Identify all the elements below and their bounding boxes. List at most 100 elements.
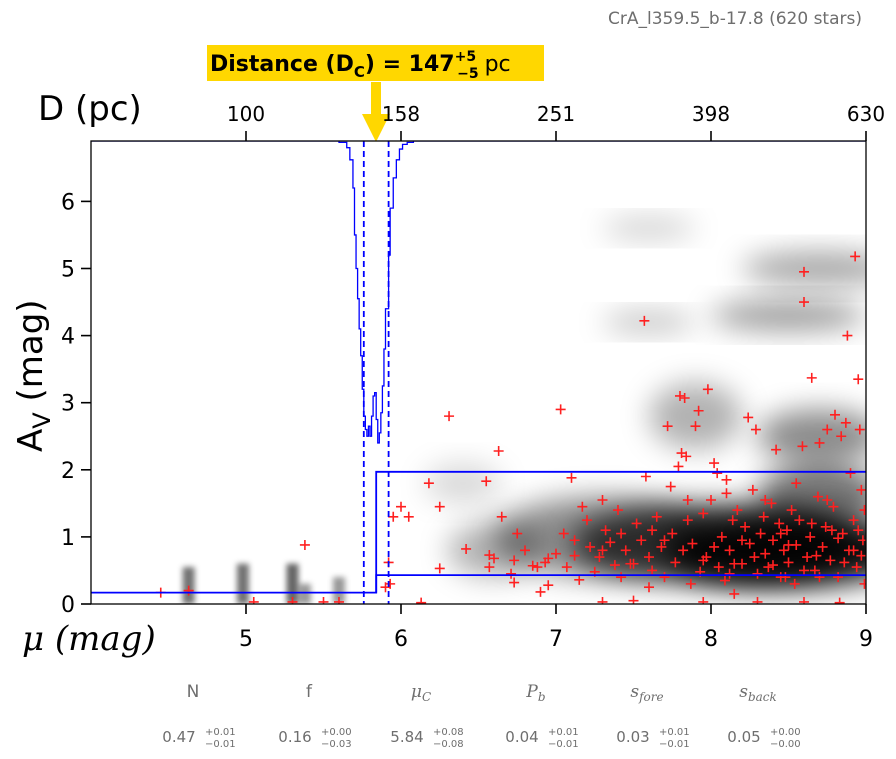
star-marker-16 — [444, 411, 455, 422]
star-marker-107 — [774, 518, 785, 529]
star-marker-179 — [532, 562, 543, 573]
star-marker-164 — [597, 545, 608, 556]
param-lower-error-4: −0.01 — [659, 739, 690, 750]
star-marker-19 — [484, 562, 495, 573]
star-marker-112 — [786, 505, 797, 516]
star-marker-116 — [797, 441, 808, 452]
param-value-4: 0.03 — [616, 728, 649, 746]
star-marker-57 — [640, 471, 651, 482]
star-marker-55 — [636, 535, 647, 546]
star-marker-137 — [845, 468, 856, 479]
star-marker-174 — [709, 541, 720, 552]
star-marker-71 — [679, 392, 690, 403]
star-marker-3 — [248, 596, 259, 604]
star-marker-81 — [702, 384, 713, 395]
star-marker-110 — [781, 525, 792, 536]
top-tick-label-251: 251 — [537, 102, 575, 126]
star-marker-155 — [768, 560, 778, 571]
star-marker-181 — [729, 558, 740, 569]
foreground-stripe-0 — [182, 567, 195, 604]
banner-sup: +5 — [455, 49, 476, 65]
param-value-1: 0.16 — [278, 728, 311, 746]
foreground-density-stripes — [182, 563, 345, 604]
star-marker-15 — [434, 501, 445, 512]
star-marker-46 — [600, 525, 611, 536]
star-marker-36 — [561, 562, 572, 573]
star-marker-183 — [806, 518, 817, 529]
param-name-2: μC — [411, 682, 431, 704]
x-tick-label-6: 6 — [394, 627, 408, 652]
star-marker-35 — [558, 528, 569, 539]
top-tick-label-398: 398 — [692, 102, 730, 126]
y-tick-label-5: 5 — [61, 257, 75, 282]
x-tick-label-5: 5 — [239, 627, 253, 652]
y-tick-label-0: 0 — [61, 593, 75, 618]
star-marker-149 — [752, 596, 763, 604]
star-marker-124 — [814, 437, 825, 448]
star-marker-99 — [752, 568, 763, 579]
density-blob-6 — [742, 251, 866, 286]
param-name-5: sback — [739, 682, 777, 704]
star-marker-165 — [721, 474, 732, 485]
star-marker-97 — [747, 484, 758, 495]
star-marker-2 — [299, 539, 310, 550]
star-marker-140 — [851, 562, 862, 573]
star-marker-156 — [811, 550, 822, 561]
star-marker-123 — [812, 491, 823, 502]
star-marker-178 — [569, 535, 580, 546]
density-blob-8 — [602, 312, 696, 333]
star-marker-50 — [616, 572, 627, 583]
star-marker-49 — [613, 505, 623, 516]
axes: 5 6 7 8 9 0 1 2 3 4 5 6 100 158 251 398 630 — [61, 102, 885, 652]
star-marker-128 — [825, 555, 836, 566]
star-marker-5 — [318, 596, 329, 604]
distance-banner: Distance (DC) = 147+5 −5 pc — [207, 45, 544, 142]
y-tick-label-3: 3 — [61, 392, 75, 417]
top-tick-label-158: 158 — [382, 102, 420, 126]
star-marker-68 — [675, 390, 685, 401]
param-lower-error-5: −0.00 — [770, 739, 801, 750]
star-marker-70 — [678, 545, 689, 556]
star-marker-143 — [856, 484, 866, 495]
y-axis-label-unit: (mag) — [11, 299, 51, 412]
star-marker-120 — [805, 531, 816, 542]
density-blob-5 — [711, 300, 866, 331]
star-marker-163 — [628, 558, 639, 569]
y-tick-label-4: 4 — [61, 325, 75, 350]
star-marker-37 — [566, 472, 577, 483]
param-value-3: 0.04 — [505, 728, 538, 746]
star-marker-109 — [778, 545, 789, 556]
param-value-5: 0.05 — [727, 728, 760, 746]
param-name-1: f — [306, 682, 313, 702]
param-upper-error-3: +0.01 — [548, 727, 579, 738]
star-marker-79 — [698, 508, 709, 519]
star-marker-185 — [856, 550, 866, 561]
star-marker-63 — [662, 421, 673, 432]
y-tick-label-2: 2 — [61, 459, 75, 484]
param-upper-error-5: +0.00 — [770, 727, 801, 738]
star-marker-6 — [334, 596, 344, 604]
star-marker-25 — [509, 577, 520, 588]
star-marker-90 — [727, 515, 738, 526]
star-marker-130 — [830, 409, 840, 420]
star-marker-48 — [609, 560, 620, 571]
extinction-model — [91, 141, 866, 604]
star-marker-111 — [783, 557, 794, 568]
star-marker-40 — [577, 501, 588, 512]
star-marker-59 — [647, 565, 658, 576]
model-lower-line — [375, 574, 866, 593]
star-marker-171 — [799, 565, 809, 576]
param-name-3: Pb — [525, 682, 545, 704]
banner-value: ) = 147 — [365, 52, 455, 77]
foreground-stripe-1 — [236, 563, 249, 604]
y-tick-label-1: 1 — [61, 526, 75, 551]
banner-prefix: Distance (D — [210, 52, 354, 77]
star-marker-160 — [737, 535, 747, 546]
star-marker-139 — [850, 251, 861, 262]
star-marker-44 — [594, 552, 605, 563]
x-tick-label-8: 8 — [704, 627, 718, 652]
star-marker-134 — [840, 417, 851, 428]
star-marker-100 — [755, 528, 766, 539]
y-axis-label-a: A — [11, 429, 51, 452]
